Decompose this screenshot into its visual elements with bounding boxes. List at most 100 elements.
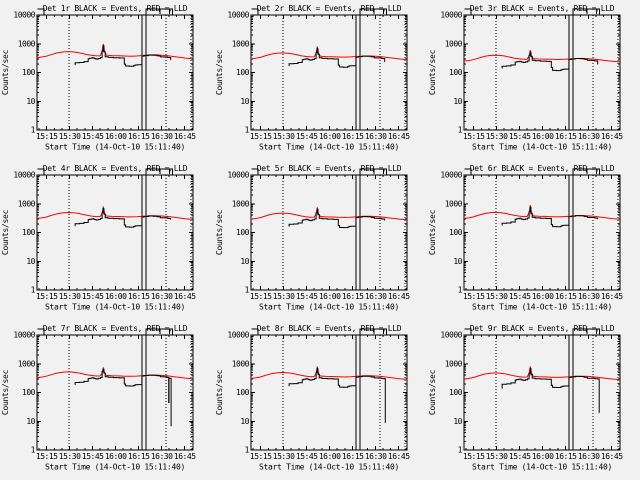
y-tick-label: 100 — [449, 228, 463, 237]
plot-canvas-det-7r: Det 7r BLACK = Events, RED = LLD 1 10 100 10… — [1, 324, 197, 472]
offscale-flag-trace — [464, 8, 472, 16]
y-tick-label: 10 — [240, 97, 249, 106]
plot-box — [463, 174, 621, 291]
y-tick-label: 1000 — [445, 199, 463, 208]
x-tick-label: 15:30 — [486, 292, 508, 301]
y-tick-label: 10 — [453, 257, 462, 266]
plot-box — [250, 334, 408, 451]
plot-title: Det 3r BLACK = Events, RED = LLD — [470, 4, 615, 13]
y-tick-label: 10000 — [227, 11, 249, 20]
plot-canvas-det-5r: Det 5r BLACK = Events, RED = LLD 1 10 100 10… — [215, 164, 411, 312]
plot-title: Det 6r BLACK = Events, RED = LLD — [470, 164, 615, 173]
plot-det-4r: Det 4r BLACK = Events, RED = LLD 1 10 100 10… — [0, 160, 213, 320]
lld-curve — [250, 207, 407, 221]
x-tick-label: 16:00 — [319, 132, 341, 141]
y-tick-label: 1000 — [18, 199, 36, 208]
plot-canvas-det-3r: Det 3r BLACK = Events, RED = LLD 1 10 100 10… — [428, 4, 624, 152]
x-tick-label: 15:15 — [36, 132, 58, 141]
y-tick-label: 1 — [31, 286, 36, 295]
events-curve — [74, 45, 172, 67]
plot-box — [36, 334, 194, 451]
x-axis-title: Start Time (14-Oct-10 15:11:40) — [472, 303, 612, 312]
x-tick-label: 16:45 — [174, 292, 196, 301]
lld-curve — [36, 43, 193, 60]
x-tick-label: 15:30 — [59, 452, 81, 461]
x-tick-label: 16:45 — [388, 292, 410, 301]
x-tick-label: 15:15 — [36, 452, 58, 461]
y-tick-label: 1 — [245, 286, 250, 295]
x-axis-title: Start Time (14-Oct-10 15:11:40) — [45, 143, 185, 152]
x-tick-label: 15:15 — [463, 292, 485, 301]
plot-det-9r: Det 9r BLACK = Events, RED = LLD 1 10 100 10… — [427, 320, 640, 480]
y-axis-title: Counts/sec — [428, 369, 437, 415]
x-tick-label: 15:15 — [250, 452, 272, 461]
x-tick-label: 16:15 — [555, 452, 577, 461]
plot-det-6r: Det 6r BLACK = Events, RED = LLD 1 10 100 10… — [427, 160, 640, 320]
lld-curve — [36, 206, 193, 220]
x-tick-label: 16:00 — [319, 292, 341, 301]
lld-curve — [463, 205, 620, 220]
y-tick-label: 10 — [26, 97, 35, 106]
offscale-flag-trace — [464, 168, 472, 176]
x-tick-label: 15:45 — [296, 132, 318, 141]
y-tick-label: 1 — [245, 126, 250, 135]
y-tick-label: 100 — [236, 228, 250, 237]
offscale-flag-trace — [572, 168, 601, 176]
lld-curve — [463, 49, 620, 63]
plot-box — [463, 334, 621, 451]
x-tick-label: 16:15 — [342, 452, 364, 461]
plot-det-1r: Det 1r BLACK = Events, RED = LLD 1 10 100 10… — [0, 0, 213, 160]
plot-canvas-det-6r: Det 6r BLACK = Events, RED = LLD 1 10 100 10… — [428, 164, 624, 312]
y-axis-title: Counts/sec — [215, 209, 224, 255]
y-tick-label: 1 — [458, 126, 463, 135]
plot-det-2r: Det 2r BLACK = Events, RED = LLD 1 10 100 10… — [214, 0, 427, 160]
events-curve — [74, 208, 172, 228]
y-axis-title: Counts/sec — [1, 209, 10, 255]
plot-box — [36, 14, 194, 131]
x-tick-label: 15:15 — [250, 132, 272, 141]
events-curve — [288, 368, 386, 424]
plot-det-8r: Det 8r BLACK = Events, RED = LLD 1 10 100 10… — [214, 320, 427, 480]
y-tick-label: 10000 — [13, 331, 35, 340]
y-tick-label: 10 — [453, 97, 462, 106]
x-tick-label: 16:15 — [555, 132, 577, 141]
plot-canvas-det-4r: Det 4r BLACK = Events, RED = LLD 1 10 100 10… — [1, 164, 197, 312]
plot-title: Det 9r BLACK = Events, RED = LLD — [470, 324, 615, 333]
x-tick-label: 15:45 — [509, 292, 531, 301]
x-axis-title: Start Time (14-Oct-10 15:11:40) — [472, 463, 612, 472]
y-tick-label: 100 — [236, 388, 250, 397]
events-curve — [501, 368, 600, 414]
x-tick-label: 16:00 — [105, 292, 127, 301]
x-tick-label: 16:00 — [319, 452, 341, 461]
plot-title: Det 8r BLACK = Events, RED = LLD — [257, 324, 402, 333]
x-tick-label: 16:15 — [128, 452, 150, 461]
plot-title: Det 2r BLACK = Events, RED = LLD — [257, 4, 402, 13]
y-axis-title: Counts/sec — [215, 49, 224, 95]
x-tick-label: 16:15 — [342, 292, 364, 301]
y-tick-label: 10000 — [440, 11, 462, 20]
x-tick-label: 16:00 — [532, 132, 554, 141]
x-tick-label: 15:30 — [273, 132, 295, 141]
plot-title: Det 4r BLACK = Events, RED = LLD — [43, 164, 188, 173]
y-tick-label: 100 — [22, 388, 36, 397]
plot-title: Det 5r BLACK = Events, RED = LLD — [257, 164, 402, 173]
x-tick-label: 15:45 — [509, 132, 531, 141]
x-axis-title: Start Time (14-Oct-10 15:11:40) — [45, 463, 185, 472]
y-tick-label: 1000 — [232, 359, 250, 368]
y-tick-label: 1000 — [18, 359, 36, 368]
x-tick-label: 15:30 — [59, 292, 81, 301]
x-tick-label: 16:15 — [342, 132, 364, 141]
offscale-flag-trace — [37, 328, 45, 336]
offscale-flag-trace — [37, 168, 45, 176]
x-axis-title: Start Time (14-Oct-10 15:11:40) — [259, 143, 399, 152]
y-tick-label: 1000 — [445, 359, 463, 368]
x-tick-label: 16:30 — [578, 292, 600, 301]
y-axis-title: Counts/sec — [428, 209, 437, 255]
x-tick-label: 16:30 — [578, 132, 600, 141]
plot-canvas-det-9r: Det 9r BLACK = Events, RED = LLD 1 10 100 10… — [428, 324, 624, 472]
plot-det-5r: Det 5r BLACK = Events, RED = LLD 1 10 100 10… — [214, 160, 427, 320]
y-tick-label: 10000 — [440, 171, 462, 180]
x-tick-label: 16:45 — [601, 452, 623, 461]
offscale-flag-trace — [359, 168, 388, 176]
